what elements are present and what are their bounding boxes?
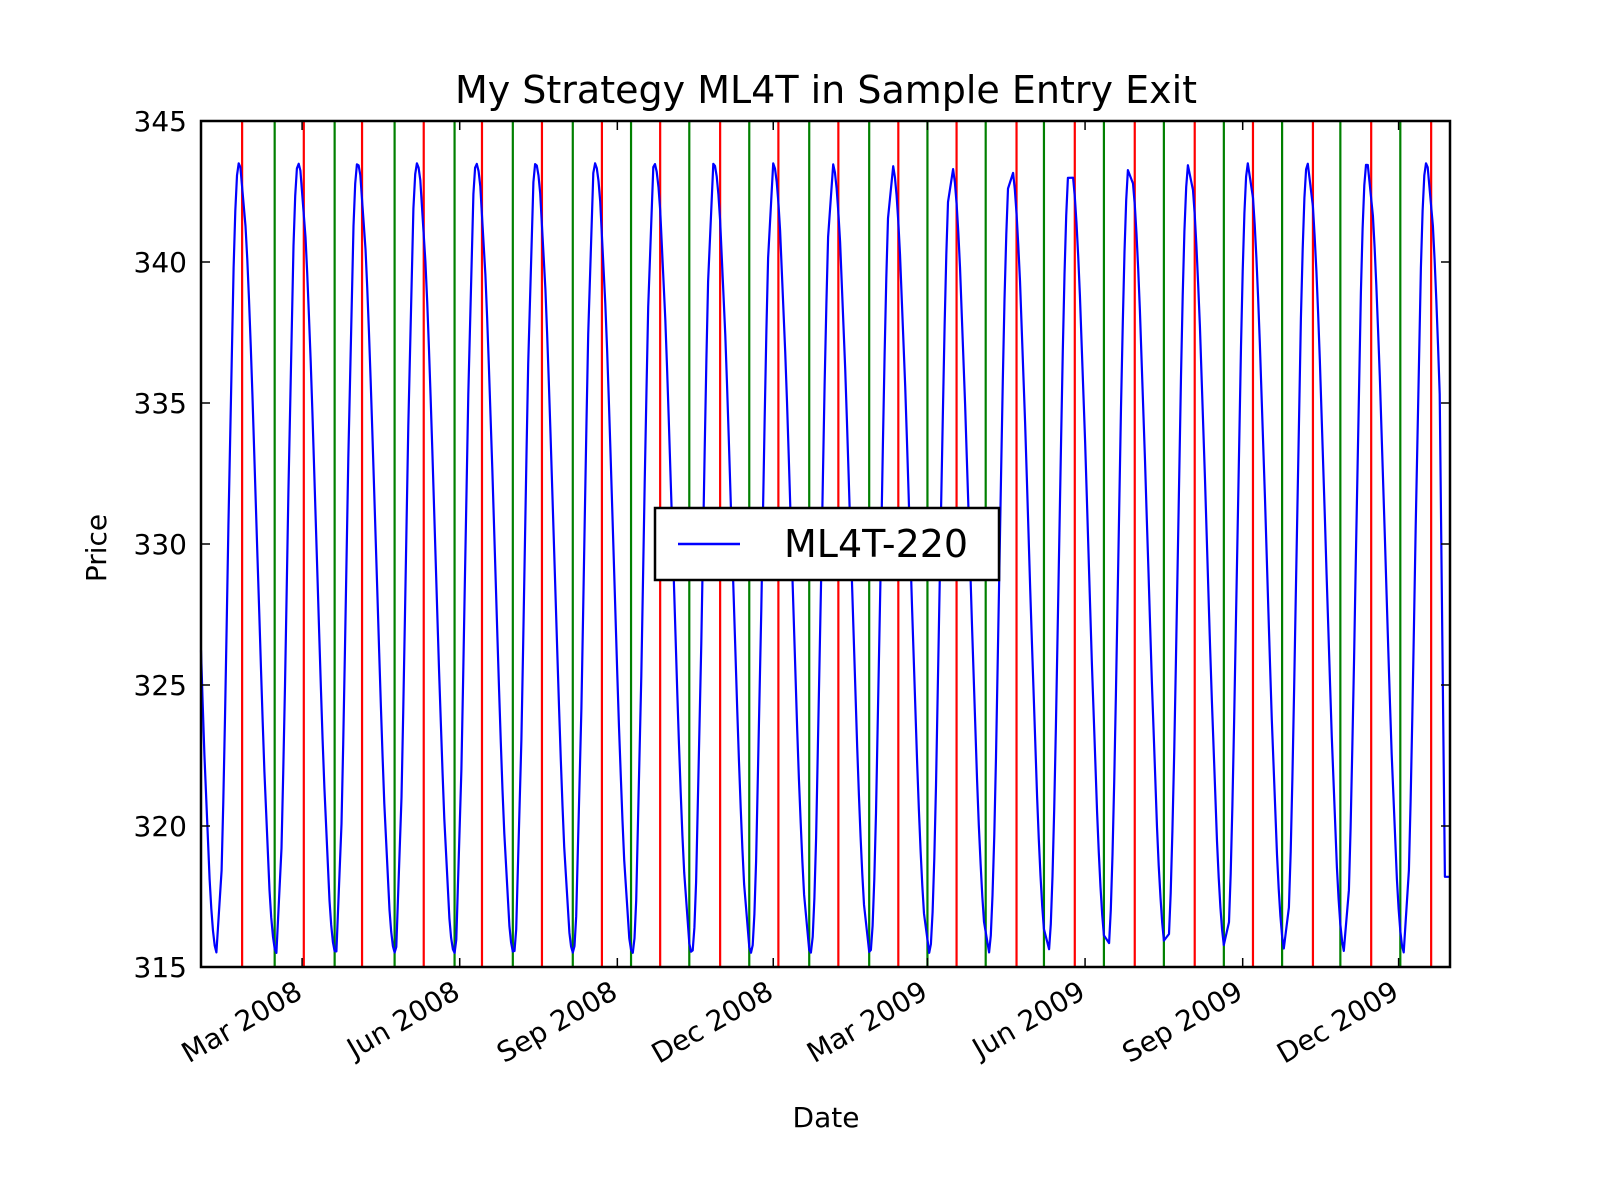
y-tick-label: 345 bbox=[134, 105, 187, 138]
y-tick-label: 335 bbox=[134, 387, 187, 420]
series-line bbox=[199, 162, 1450, 955]
series-group bbox=[199, 162, 1450, 955]
y-tick-labels: 315 320 325 330 335 340 345 bbox=[134, 105, 187, 984]
legend: ML4T-220 bbox=[653, 506, 1001, 582]
legend-label: ML4T-220 bbox=[784, 522, 968, 566]
y-tick-label: 320 bbox=[134, 810, 187, 843]
axis-ticks bbox=[201, 120, 1450, 968]
y-tick-label: 340 bbox=[134, 246, 187, 279]
y-tick-label: 325 bbox=[134, 669, 187, 702]
y-tick-label: 315 bbox=[134, 951, 187, 984]
chart-title: My Strategy ML4T in Sample Entry Exit bbox=[455, 68, 1197, 112]
y-axis-label: Price bbox=[80, 514, 113, 582]
x-axis-label: Date bbox=[793, 1101, 860, 1134]
y-tick-label: 330 bbox=[134, 528, 187, 561]
